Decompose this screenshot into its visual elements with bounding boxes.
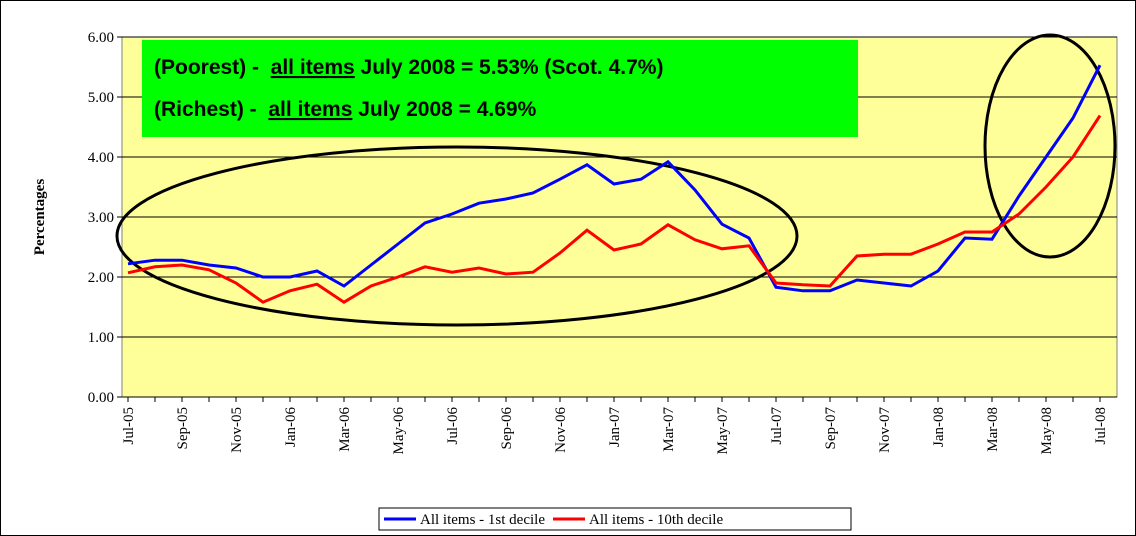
series-line — [127, 64, 1102, 293]
y-tick-label: 5.00 — [88, 90, 114, 106]
y-tick-label: 0.00 — [88, 390, 114, 406]
legend-label: All items - 10th decile — [589, 512, 723, 528]
x-tick-label: Mar-06 — [337, 407, 353, 452]
legend — [378, 507, 852, 531]
x-tick-label: Jul-07 — [769, 407, 785, 445]
annotation-part: July 2008 = 4.69% — [352, 98, 536, 121]
x-tick-label: Nov-06 — [553, 407, 569, 453]
annotation-part: all items — [271, 56, 355, 79]
series-line — [127, 114, 1102, 304]
annotation-part: (Poorest) - — [154, 56, 271, 79]
annotation-part: July 2008 = 5.53% (Scot. 4.7%) — [355, 56, 664, 79]
x-tick-label: Sep-07 — [823, 407, 839, 450]
annotation: (Richest) - all items July 2008 = 4.69% — [154, 98, 537, 121]
x-tick-label: Mar-07 — [661, 407, 677, 452]
x-tick-label: May-06 — [391, 407, 407, 455]
x-tick-label: May-07 — [715, 407, 731, 455]
y-tick-label: 2.00 — [88, 270, 114, 286]
legend-label: All items - 1st decile — [420, 512, 545, 528]
y-tick-label: 4.00 — [88, 150, 114, 166]
annotation-box — [142, 40, 858, 137]
x-tick-label: May-08 — [1039, 407, 1055, 455]
x-tick-label: Sep-05 — [175, 407, 191, 450]
y-tick-label: 6.00 — [88, 30, 114, 46]
x-tick-label: Jan-06 — [283, 407, 299, 447]
x-tick-label: Jan-08 — [931, 407, 947, 447]
annotation-part: (Richest) - — [154, 98, 268, 121]
x-tick-label: Sep-06 — [499, 407, 515, 450]
x-tick-label: Jul-05 — [121, 407, 137, 445]
annotation: (Poorest) - all items July 2008 = 5.53% … — [154, 56, 663, 79]
y-axis-label: Percentages — [32, 179, 48, 256]
x-tick-label: Mar-08 — [985, 407, 1001, 452]
x-tick-label: Nov-05 — [229, 407, 245, 453]
x-tick-label: Nov-07 — [877, 407, 893, 453]
x-tick-label: Jul-06 — [445, 407, 461, 445]
y-tick-label: 1.00 — [88, 330, 114, 346]
highlight-ellipse — [983, 33, 1117, 259]
x-tick-label: Jan-07 — [607, 407, 623, 447]
annotation-part: all items — [268, 98, 352, 121]
x-tick-label: Jul-08 — [1093, 407, 1109, 445]
highlight-ellipse — [115, 145, 799, 327]
y-tick-label: 3.00 — [88, 210, 114, 226]
